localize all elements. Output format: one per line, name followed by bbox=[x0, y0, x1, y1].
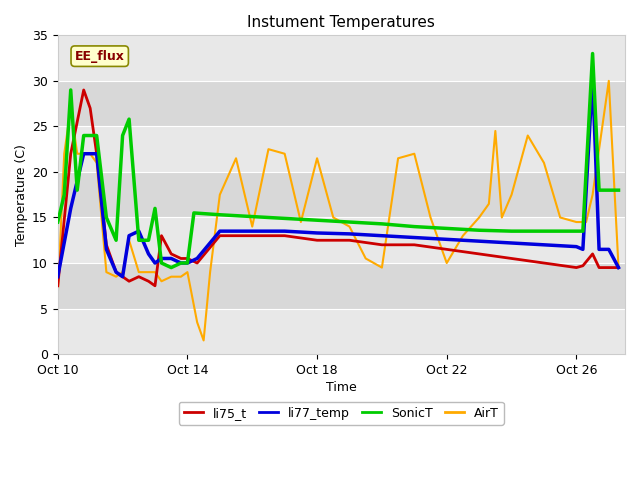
Bar bbox=[58, 309, 625, 354]
Bar bbox=[58, 36, 625, 81]
Bar bbox=[58, 81, 625, 126]
Bar bbox=[58, 172, 625, 217]
Bar bbox=[58, 263, 625, 309]
Text: EE_flux: EE_flux bbox=[75, 49, 125, 63]
X-axis label: Time: Time bbox=[326, 381, 356, 394]
Y-axis label: Temperature (C): Temperature (C) bbox=[15, 144, 28, 246]
Title: Instument Temperatures: Instument Temperatures bbox=[248, 15, 435, 30]
Legend: li75_t, li77_temp, SonicT, AirT: li75_t, li77_temp, SonicT, AirT bbox=[179, 402, 504, 425]
Bar bbox=[58, 126, 625, 172]
Bar bbox=[58, 217, 625, 263]
